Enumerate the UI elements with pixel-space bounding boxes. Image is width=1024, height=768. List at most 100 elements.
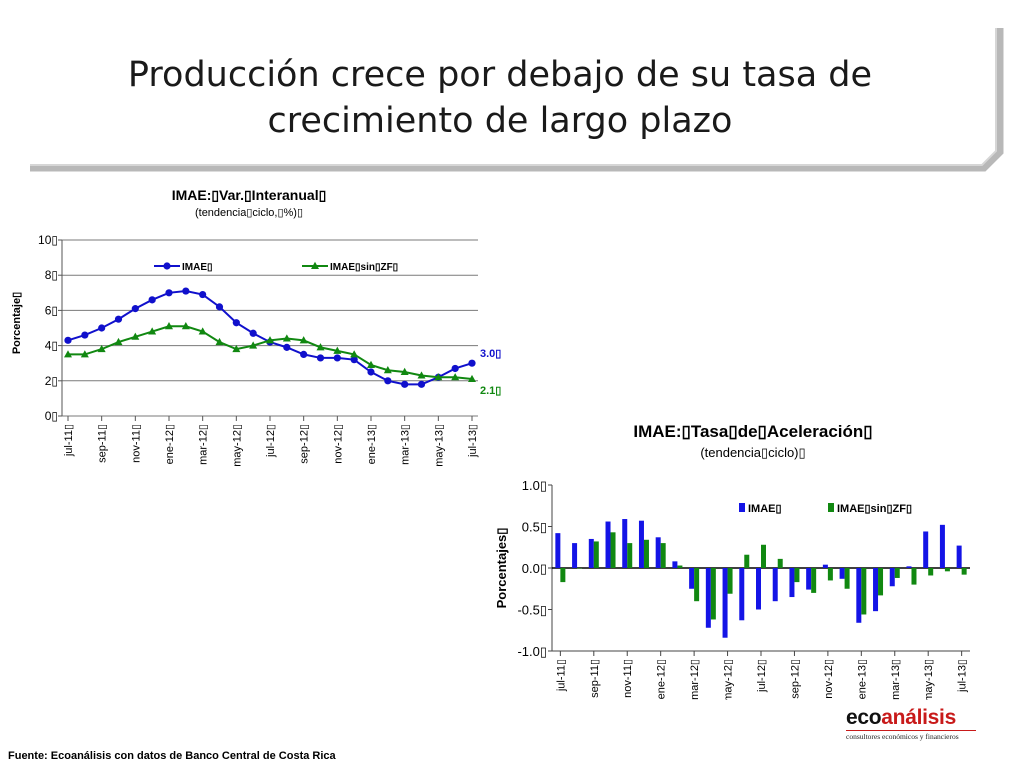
chart1-y-axis: 0▯ 2▯ 4▯ 6▯ 8▯ 10▯ — [38, 233, 62, 423]
chart2-bar — [643, 539, 649, 568]
chart2-bar — [794, 568, 800, 583]
chart2-bar — [878, 568, 884, 596]
chart2-x-tick-label: nov-12▯ — [823, 659, 835, 699]
chart1-y-tick-label: 10▯ — [38, 233, 58, 247]
chart2-bar — [923, 531, 929, 568]
chart1-data-point — [148, 296, 156, 304]
chart1-data-point — [333, 354, 341, 362]
chart1-data-point — [282, 334, 291, 342]
chart1-data-point — [232, 319, 240, 327]
chart1-data-point — [266, 336, 274, 344]
chart1-data-point — [434, 373, 443, 381]
chart2-bar — [705, 568, 711, 628]
chart2-bar — [672, 561, 678, 568]
chart2-x-tick-label: nov-11▯ — [622, 659, 634, 698]
chart2-legend: IMAE▯ IMAE▯sin▯ZF▯ — [739, 503, 912, 515]
slide-title: Producción crece por debajo de su tasa d… — [30, 52, 970, 144]
chart1-data-point — [114, 337, 123, 346]
chart1-gridlines — [61, 239, 478, 417]
chart1-data-point — [80, 350, 89, 358]
chart1-data-point — [367, 368, 375, 376]
chart1-x-tick-label: sep-12▯ — [299, 424, 311, 464]
chart2-bar — [622, 519, 628, 568]
chart1-ylabel: Porcentaje▯ — [11, 292, 23, 354]
chart1-data-point — [249, 329, 257, 337]
chart2-x-tick-label: jul-11▯ — [555, 659, 567, 692]
chart2-title: IMAE:▯Tasa▯de▯Aceleración▯ — [633, 422, 872, 441]
chart2-bar — [655, 537, 661, 568]
logo-wordmark-part2: análisis — [881, 706, 956, 729]
chart1-series-line — [68, 325, 473, 381]
chart1-data-point — [468, 374, 476, 383]
chart1-data-point — [350, 350, 359, 358]
chart2-ylabel: Porcentajes▯ — [494, 528, 509, 609]
chart2-bar — [638, 520, 644, 568]
chart1-x-tick-label: may-13▯ — [433, 424, 445, 467]
chart1-y-tick-label: 8▯ — [45, 268, 58, 282]
chart2-bars — [555, 519, 967, 638]
chart2-bar — [894, 568, 900, 578]
chart2-bar — [772, 568, 778, 602]
chart1-legend-marker — [311, 261, 319, 269]
chart1-x-tick-label: ene-12▯ — [164, 424, 176, 464]
chart1-data-point — [417, 380, 426, 388]
chart1-x-tick-label: ene-13▯ — [366, 424, 378, 464]
chart1-data-point — [451, 364, 459, 373]
logo-tagline: consultores económicos y financieros — [846, 730, 976, 741]
chart1-data-point — [199, 290, 207, 299]
chart1-end-label: 2.1▯ — [480, 385, 501, 397]
chart1-data-point — [401, 380, 409, 388]
chart2-bar — [694, 568, 700, 602]
chart1-data-point — [333, 346, 342, 354]
imae-aceleracion-chart: IMAE:▯Tasa▯de▯Aceleración▯ (tendencia▯ci… — [494, 422, 970, 700]
chart2-bar — [822, 564, 828, 568]
chart2-x-tick-label: sep-12▯ — [789, 659, 801, 699]
chart2-legend-swatch — [739, 503, 745, 512]
chart2-bar — [593, 541, 599, 568]
chart2-y-tick-label: -1.0▯ — [517, 644, 547, 659]
chart1-data-point — [468, 359, 476, 367]
source-note: Fuente: Ecoanálisis con datos de Banco C… — [8, 750, 336, 762]
chart2-x-tick-label: ene-13▯ — [856, 659, 868, 699]
chart1-data-point — [148, 327, 157, 335]
chart1-legend-label: IMAE▯ — [182, 262, 213, 273]
chart1-data-point — [300, 350, 308, 358]
chart1-x-tick-label: jul-13▯ — [467, 424, 479, 458]
chart2-bar — [689, 568, 695, 589]
chart1-data-point — [215, 337, 224, 346]
chart1-data-point — [316, 343, 325, 351]
chart1-data-point — [182, 287, 190, 295]
chart1-data-point — [165, 322, 173, 330]
chart1-data-point — [299, 336, 308, 344]
chart1-x-tick-label: may-12▯ — [231, 424, 243, 467]
chart1-legend-marker — [163, 262, 171, 270]
chart1-data-point — [417, 371, 426, 379]
chart2-bar — [844, 568, 850, 589]
chart1-data-point — [114, 315, 123, 323]
chart2-x-tick-label: may-13▯ — [923, 659, 935, 700]
chart1-data-point — [181, 322, 190, 330]
chart2-subtitle: (tendencia▯ciclo)▯ — [700, 445, 805, 460]
chart1-x-tick-label: jul-11▯ — [63, 424, 75, 457]
chart2-bar — [588, 538, 594, 568]
chart2-y-tick-label: 0.0▯ — [522, 561, 547, 576]
chart1-x-tick-label: sep-11▯ — [97, 424, 109, 463]
chart1-data-point — [198, 327, 207, 335]
chart1-data-point — [97, 344, 106, 353]
chart2-bar — [856, 568, 862, 623]
chart2-bar — [627, 543, 633, 568]
logo-wordmark: ecoanálisis — [846, 706, 976, 730]
chart2-bar — [660, 543, 666, 568]
chart1-data-point — [131, 305, 139, 313]
chart2-x-tick-label: jul-12▯ — [756, 659, 768, 693]
chart1-y-tick-label: 2▯ — [45, 374, 58, 388]
chart2-bar — [761, 544, 766, 568]
chart1-legend: IMAE▯ IMAE▯sin▯ZF▯ — [154, 261, 398, 273]
slide-title-line2: crecimiento de largo plazo — [267, 101, 733, 141]
chart1-x-tick-label: mar-12▯ — [198, 424, 210, 465]
chart1-data-point — [451, 373, 460, 381]
chart2-bar — [827, 568, 833, 581]
chart1-data-point — [165, 289, 173, 297]
chart2-bar — [710, 568, 716, 620]
